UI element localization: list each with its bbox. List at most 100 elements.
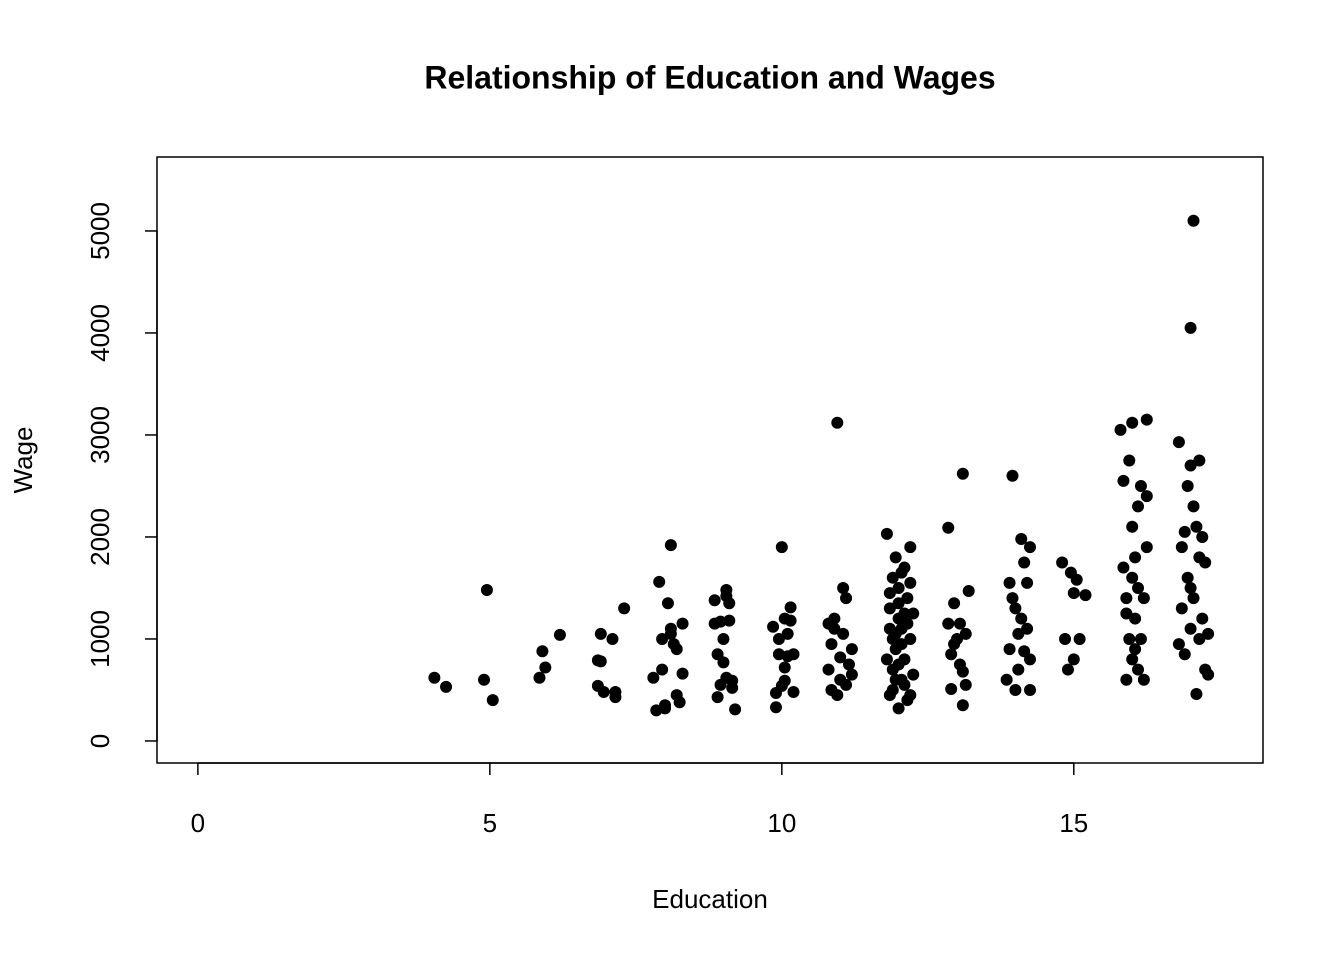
point xyxy=(618,602,631,615)
point xyxy=(676,667,689,680)
point xyxy=(892,658,905,671)
point xyxy=(883,602,896,615)
point xyxy=(664,539,677,552)
point xyxy=(825,638,838,651)
y-tick-label: 2000 xyxy=(85,508,115,566)
point xyxy=(1012,627,1025,640)
point xyxy=(708,594,721,607)
point xyxy=(536,645,549,658)
point xyxy=(1175,602,1188,615)
point xyxy=(892,702,905,715)
point xyxy=(723,614,736,627)
point xyxy=(907,607,920,620)
point xyxy=(1175,541,1188,554)
point xyxy=(781,627,794,640)
point xyxy=(831,416,844,429)
point xyxy=(676,617,689,630)
point xyxy=(1137,592,1150,605)
point xyxy=(956,665,969,678)
x-axis-label: Education xyxy=(652,884,768,914)
point xyxy=(1193,632,1206,645)
point xyxy=(1184,622,1197,635)
point xyxy=(1009,683,1022,696)
point xyxy=(1073,632,1086,645)
point xyxy=(714,615,727,628)
point xyxy=(1202,627,1215,640)
point xyxy=(720,590,733,603)
point xyxy=(661,597,674,610)
point xyxy=(478,673,491,686)
point xyxy=(428,671,441,684)
point xyxy=(594,655,607,668)
point xyxy=(1018,556,1031,569)
point xyxy=(904,632,917,645)
point xyxy=(886,683,899,696)
point xyxy=(1132,581,1145,594)
point xyxy=(880,527,893,540)
point xyxy=(653,575,666,588)
point xyxy=(1000,673,1013,686)
chart-title: Relationship of Education and Wages xyxy=(424,59,995,95)
point xyxy=(1190,688,1203,701)
y-tick-label: 0 xyxy=(85,734,115,748)
point xyxy=(837,627,850,640)
plot-box xyxy=(156,156,1264,764)
point xyxy=(711,691,724,704)
point xyxy=(883,587,896,600)
point xyxy=(609,691,622,704)
point xyxy=(1006,592,1019,605)
x-tick-label: 5 xyxy=(483,808,497,838)
point xyxy=(956,467,969,480)
point xyxy=(1123,454,1136,467)
point xyxy=(787,686,800,699)
point xyxy=(597,686,610,699)
point xyxy=(1187,500,1200,513)
point xyxy=(904,689,917,702)
x-tick-label: 10 xyxy=(767,808,796,838)
point xyxy=(1187,214,1200,227)
point xyxy=(904,576,917,589)
point xyxy=(1067,587,1080,600)
point xyxy=(1117,474,1130,487)
point xyxy=(948,597,961,610)
point xyxy=(898,607,911,620)
point xyxy=(1120,592,1133,605)
point xyxy=(670,643,683,656)
point xyxy=(959,678,972,691)
point xyxy=(673,696,686,709)
point xyxy=(1021,576,1034,589)
point xyxy=(962,585,975,598)
point xyxy=(659,702,672,715)
point xyxy=(834,651,847,664)
point xyxy=(907,668,920,681)
point xyxy=(1117,561,1130,574)
point xyxy=(945,682,958,695)
point xyxy=(822,663,835,676)
point xyxy=(1024,541,1037,554)
point xyxy=(440,680,453,693)
point xyxy=(778,661,791,674)
y-tick-label: 4000 xyxy=(85,304,115,362)
point xyxy=(784,614,797,627)
point xyxy=(889,551,902,564)
point xyxy=(1003,576,1016,589)
point xyxy=(1120,673,1133,686)
point xyxy=(845,643,858,656)
point xyxy=(656,632,669,645)
point xyxy=(1129,643,1142,656)
y-tick-label: 3000 xyxy=(85,406,115,464)
point xyxy=(1196,612,1209,625)
point xyxy=(948,638,961,651)
point xyxy=(1129,612,1142,625)
point xyxy=(1126,653,1139,666)
point xyxy=(1056,556,1069,569)
point xyxy=(842,658,855,671)
point xyxy=(1140,490,1153,503)
point xyxy=(1015,533,1028,546)
point xyxy=(1126,416,1139,429)
point xyxy=(942,521,955,534)
point xyxy=(1184,459,1197,472)
point xyxy=(895,566,908,579)
point xyxy=(1059,632,1072,645)
point xyxy=(956,699,969,712)
